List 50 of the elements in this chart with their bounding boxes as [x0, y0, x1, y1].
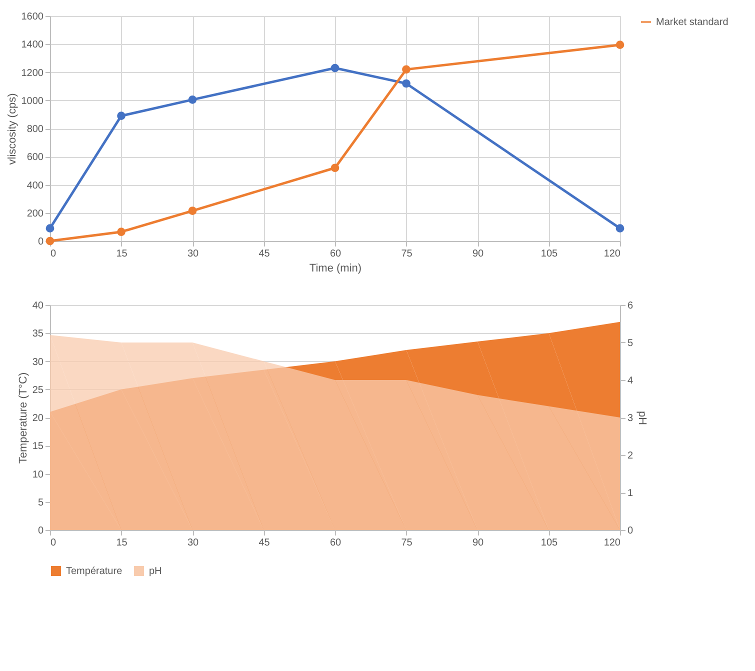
x-tick-label: 45	[258, 248, 270, 260]
y-tick-label: 10	[32, 469, 44, 480]
y2-tick-label: 2	[628, 450, 634, 462]
y-tick-label: 35	[32, 328, 44, 340]
x-tick-label: 120	[604, 538, 621, 548]
y2-tick-label: 5	[628, 338, 634, 349]
legend-label: Market standard	[656, 17, 728, 28]
legend-label: Température	[66, 566, 123, 577]
y2-axis-title: pH	[636, 410, 648, 426]
y2-tick-label: 6	[628, 300, 634, 312]
x-tick-label: 105	[540, 248, 558, 260]
y-tick-label: 1200	[21, 68, 44, 79]
y-tick-label: 200	[26, 208, 44, 220]
x-tick-label: 60	[330, 538, 342, 548]
y-tick-label: 20	[32, 413, 44, 424]
y2-tick-label: 3	[628, 413, 634, 424]
y-axis-title: Temperature (T°C)	[17, 372, 30, 464]
x-tick-label: 105	[540, 538, 558, 548]
y-tick-label: 1000	[21, 96, 44, 107]
x-tick-label: 0	[50, 248, 56, 260]
y-tick-label: 1600	[21, 12, 44, 22]
x-tick-label: 45	[258, 538, 270, 548]
y-tick-label: 800	[26, 124, 44, 135]
x-tick-label: 75	[401, 538, 413, 548]
y-tick-label: 600	[26, 152, 44, 164]
y-tick-label: 5	[38, 497, 44, 508]
x-tick-label: 30	[187, 248, 199, 260]
x-tick-label: 120	[604, 248, 621, 260]
x-tick-label: 15	[116, 538, 128, 548]
y-tick-label: 0	[38, 236, 44, 248]
y-tick-label: 40	[32, 300, 44, 312]
y-tick-label: 30	[32, 356, 44, 368]
x-tick-label: 75	[401, 248, 413, 260]
x-tick-label: 60	[330, 248, 342, 260]
x-axis-title: Time (min)	[309, 262, 362, 274]
y-tick-label: 1400	[21, 40, 44, 51]
x-tick-label: 0	[50, 538, 56, 548]
y-tick-label: 25	[32, 384, 44, 396]
legend-label: pH	[149, 566, 162, 577]
x-tick-label: 30	[187, 538, 199, 548]
y-axis-title: vliscosity (cps)	[6, 93, 18, 165]
y-tick-label: 400	[26, 180, 44, 192]
y2-tick-label: 1	[628, 488, 634, 499]
y-tick-label: 0	[38, 526, 44, 536]
y2-tick-label: 4	[628, 376, 634, 386]
x-tick-label: 90	[472, 538, 484, 548]
y-tick-label: 15	[32, 441, 44, 452]
y2-tick-label: 0	[628, 526, 634, 536]
x-tick-label: 90	[472, 248, 484, 260]
x-tick-label: 15	[116, 248, 128, 260]
